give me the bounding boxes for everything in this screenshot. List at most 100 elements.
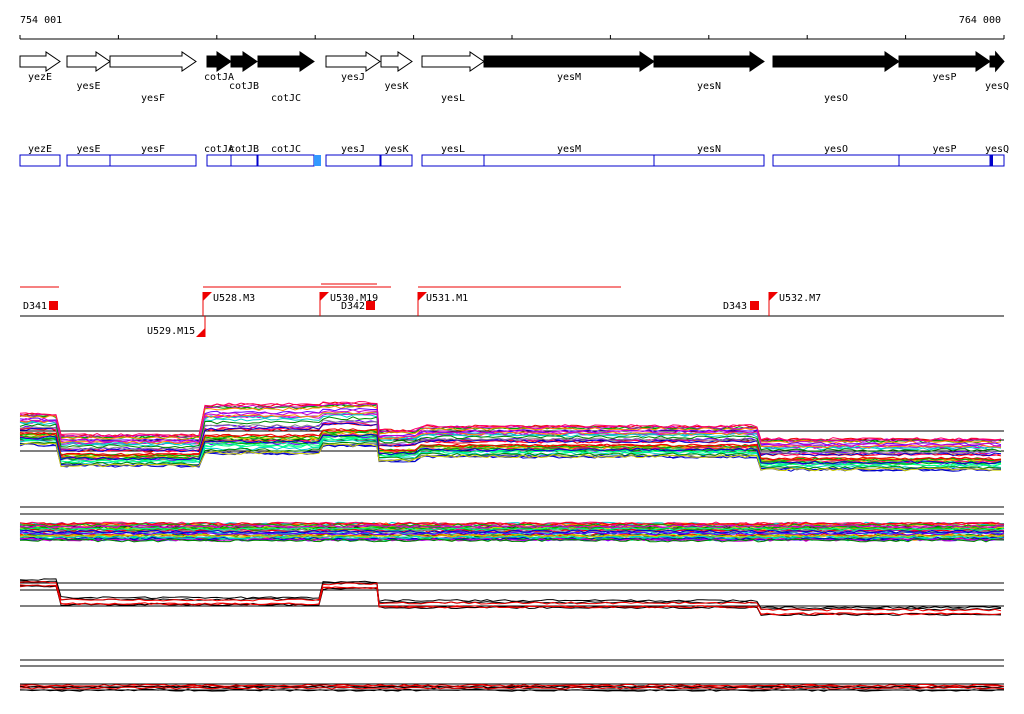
gene-arrow xyxy=(66,51,111,72)
expression-trace xyxy=(19,400,1002,442)
gene-box xyxy=(206,154,232,167)
marker-label: U528.M3 xyxy=(213,293,255,304)
gene-label: yesP xyxy=(932,72,956,83)
expression-trace xyxy=(19,521,1005,526)
marker-flag xyxy=(320,292,329,301)
expression-trace xyxy=(19,411,1002,449)
gene-box xyxy=(257,154,315,167)
gene-box-label: yesP xyxy=(932,144,956,155)
expression-trace xyxy=(19,405,1002,445)
gene-label: yesJ xyxy=(341,72,365,83)
gene-box xyxy=(380,154,413,167)
expression-trace xyxy=(19,580,1002,612)
gene-box-mark xyxy=(990,155,993,166)
expression-trace xyxy=(19,416,1002,453)
expression-trace xyxy=(19,414,1002,451)
gene-box-label: yesQ xyxy=(985,144,1009,155)
expression-trace xyxy=(19,521,1004,527)
expression-trace xyxy=(19,524,1005,529)
gene-box xyxy=(653,154,765,167)
gene-box-label: cotJB xyxy=(229,144,259,155)
marker-label: D342 xyxy=(341,301,365,312)
marker-box xyxy=(750,301,759,310)
expression-trace xyxy=(19,428,1002,461)
gene-arrow xyxy=(206,51,232,72)
gene-label: yezE xyxy=(28,72,52,83)
expression-trace xyxy=(19,436,1002,467)
gene-box-label: yesN xyxy=(697,144,721,155)
marker-flag xyxy=(203,292,212,301)
gene-box-label: cotJC xyxy=(271,144,301,155)
gene-box-label: yesJ xyxy=(341,144,365,155)
expression-trace xyxy=(19,533,1005,538)
ruler-start: 754 001 xyxy=(20,15,62,26)
gene-label: cotJC xyxy=(271,93,301,104)
marker-flag xyxy=(769,292,778,301)
gene-box xyxy=(19,154,61,167)
marker-flag xyxy=(196,328,205,337)
marker-label: U531.M1 xyxy=(426,293,468,304)
gene-label: yesF xyxy=(141,93,165,104)
expression-trace xyxy=(20,538,1005,543)
gene-box-label: yesL xyxy=(441,144,465,155)
gene-label: yesO xyxy=(824,93,848,104)
expression-trace xyxy=(19,442,1002,472)
expression-trace xyxy=(19,441,1002,470)
expression-trace xyxy=(19,411,1002,450)
gene-arrow xyxy=(421,51,485,72)
gene-box xyxy=(109,154,197,167)
marker-flag xyxy=(418,292,427,301)
marker-box xyxy=(49,301,58,310)
marker-box xyxy=(366,301,375,310)
marker-label: D341 xyxy=(23,301,47,312)
expression-trace xyxy=(19,419,1002,455)
gene-box-mark xyxy=(314,155,321,166)
gene-label: yesL xyxy=(441,93,465,104)
gene-box xyxy=(230,154,258,167)
gene-box xyxy=(772,154,900,167)
gene-box xyxy=(483,154,655,167)
expression-trace xyxy=(19,529,1005,534)
expression-trace xyxy=(20,686,1005,690)
expression-trace xyxy=(19,409,1002,447)
gene-arrow xyxy=(653,51,765,72)
ruler-end: 764 000 xyxy=(959,15,1001,26)
gene-box-label: cotJA xyxy=(204,144,234,155)
gene-box xyxy=(898,154,991,167)
gene-box-label: yesK xyxy=(384,144,408,155)
expression-trace xyxy=(19,433,1002,465)
gene-box-label: yesO xyxy=(824,144,848,155)
gene-box-label: yesE xyxy=(76,144,100,155)
gene-arrow xyxy=(19,51,61,72)
gene-box xyxy=(66,154,111,167)
marker-label: D343 xyxy=(723,301,747,312)
marker-label: U529.M15 xyxy=(147,326,195,337)
gene-label: yesN xyxy=(697,81,721,92)
expression-trace xyxy=(19,688,1004,692)
gene-arrow xyxy=(109,51,197,72)
gene-label: cotJB xyxy=(229,81,259,92)
expression-trace xyxy=(19,529,1005,534)
expression-trace xyxy=(19,402,1002,443)
expression-trace xyxy=(19,578,1002,610)
expression-trace xyxy=(19,527,1005,532)
gene-label: cotJA xyxy=(204,72,234,83)
gene-arrow xyxy=(772,51,900,72)
expression-trace xyxy=(19,535,1005,540)
gene-box xyxy=(325,154,381,167)
expression-trace xyxy=(19,683,1005,687)
expression-trace xyxy=(19,584,1002,616)
expression-trace xyxy=(19,442,1002,472)
gene-arrow xyxy=(898,51,991,72)
gene-box-label: yezE xyxy=(28,144,52,155)
marker-label: U532.M7 xyxy=(779,293,821,304)
gene-arrow xyxy=(483,51,655,72)
gene-arrow xyxy=(230,51,258,72)
expression-trace xyxy=(19,686,1005,690)
gene-arrow xyxy=(380,51,413,72)
marker-label: U530.M19 xyxy=(330,293,378,304)
gene-box-label: yesF xyxy=(141,144,165,155)
gene-arrow xyxy=(989,50,1005,73)
